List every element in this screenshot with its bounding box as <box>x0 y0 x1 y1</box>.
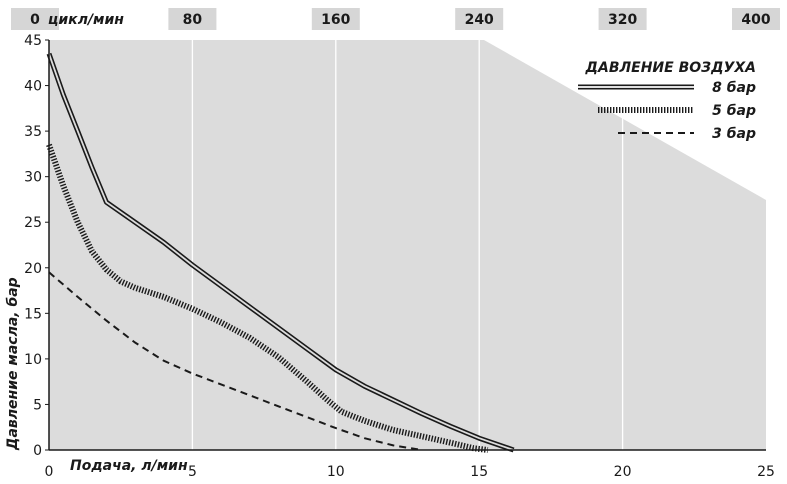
top-tick-box <box>311 8 360 30</box>
series-line <box>48 271 422 451</box>
top-tick-label: 240 <box>465 12 494 28</box>
y-tick-label: 5 <box>33 397 42 413</box>
top-tick-label: 80 <box>183 12 203 28</box>
y-tick-label: 25 <box>24 215 42 231</box>
top-tick-label: 0 <box>30 12 40 28</box>
x-tick-label: 10 <box>327 464 345 480</box>
top-tick-label: 320 <box>608 12 637 28</box>
top-tick-box <box>732 8 780 30</box>
y-tick-label: 15 <box>24 306 42 322</box>
x-tick-label: 20 <box>614 464 632 480</box>
top-tick-box <box>455 8 504 30</box>
y-tick-label: 30 <box>24 170 42 186</box>
y-tick-label: 40 <box>24 79 42 95</box>
top-tick-label: 400 <box>741 12 770 28</box>
y-tick-label: 45 <box>24 33 42 49</box>
series-line <box>48 53 514 451</box>
legend-entry: 8 бар <box>712 80 756 96</box>
series-lines <box>46 52 515 453</box>
y-axis-label: Давление масла, бар <box>5 277 21 451</box>
x-axis-label: Подача, л/мин <box>70 458 188 474</box>
top-axis-label: цикл/мин <box>48 12 124 28</box>
legend: 8 бар 5 бар 3 бар <box>578 80 756 142</box>
top-tick-box <box>598 8 647 30</box>
legend-title: ДАВЛЕНИЕ ВОЗДУХА <box>585 60 756 76</box>
y-tick-label: 35 <box>24 124 42 140</box>
top-tick-label: 160 <box>321 12 350 28</box>
grid <box>49 40 766 450</box>
legend-entry: 3 бар <box>712 126 756 142</box>
series-line <box>46 143 489 453</box>
x-tick-label: 15 <box>470 464 488 480</box>
x-tick-label: 25 <box>757 464 775 480</box>
legend-entry: 5 бар <box>712 103 756 119</box>
y-tick-label: 0 <box>33 443 42 459</box>
top-tick-box <box>168 8 217 30</box>
axes: 0 5 10 15 20 25 30 35 40 45 0 5 10 15 20 25 0 80 160 240 320… <box>11 8 780 480</box>
legend-background <box>484 40 766 200</box>
x-tick-label: 0 <box>45 464 54 480</box>
y-tick-label: 10 <box>24 352 42 368</box>
top-tick-box <box>11 8 59 30</box>
x-tick-label: 5 <box>188 464 197 480</box>
y-tick-label: 20 <box>24 261 42 277</box>
